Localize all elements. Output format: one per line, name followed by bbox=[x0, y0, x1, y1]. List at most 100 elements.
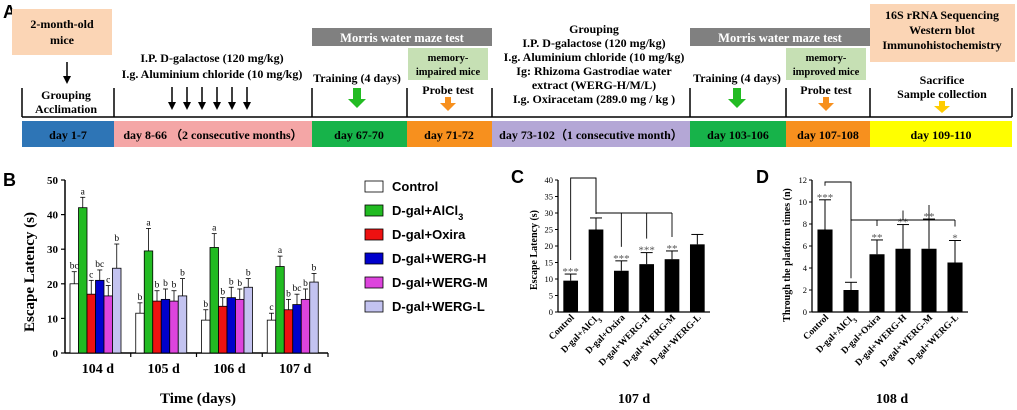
mem-impaired-line1: memory- bbox=[428, 53, 469, 64]
training2-arrow bbox=[728, 88, 746, 108]
panel-d-ylabel: Through the platform times (n) bbox=[782, 188, 793, 322]
panel-b-letter-mark: c bbox=[106, 276, 110, 286]
panel-d-bar bbox=[921, 248, 937, 312]
panel-b-letter-mark: a bbox=[81, 187, 86, 197]
mice-box-line2: mice bbox=[50, 33, 75, 47]
panel-b-bar bbox=[218, 305, 228, 354]
panel-b-bar bbox=[169, 300, 179, 354]
probe1-arrow bbox=[440, 97, 456, 111]
panel-d-letter: D bbox=[756, 167, 769, 187]
panel-b-letter-mark: b bbox=[114, 234, 119, 244]
panel-d-ytick-label: 10 bbox=[799, 197, 808, 207]
panel-c-significance: ** bbox=[667, 243, 678, 255]
panel-b-ytick-label: 0 bbox=[53, 348, 59, 360]
panel-b-bar bbox=[275, 266, 285, 354]
panel-c-ylabel: Escape Latency (s) bbox=[529, 210, 540, 290]
panel-b-letter-mark: b bbox=[180, 269, 185, 279]
panel-b-letter-mark: b bbox=[138, 293, 143, 303]
panel-d-bar bbox=[817, 229, 833, 312]
panel-b-category-label: 105 d bbox=[147, 362, 180, 377]
final-line1: 16S rRNA Sequencing bbox=[885, 8, 999, 22]
mem-impaired-box bbox=[408, 48, 488, 80]
grouping1-line2: Acclimation bbox=[35, 102, 97, 116]
grouping1-line1: Grouping bbox=[41, 88, 91, 102]
grouping2-l5: extract (WERG-H/M/L) bbox=[532, 78, 656, 92]
mwm1-label: Morris water maze test bbox=[340, 31, 465, 45]
panel-c-bar bbox=[588, 229, 604, 312]
panel-b-letter-mark: b bbox=[237, 279, 242, 289]
grouping2-l1: Grouping bbox=[569, 22, 619, 36]
panel-c-bar bbox=[563, 280, 579, 312]
day-label-4: day 71-72 bbox=[424, 128, 474, 142]
panel-b-letter-mark: b bbox=[203, 300, 208, 310]
grouping2-l3: I.g. Aluminium chloride (10 mg/kg) bbox=[504, 50, 685, 64]
panel-d-bracket-treatments bbox=[850, 182, 955, 221]
day-label-2: day 8-66 （2 consecutive months） bbox=[123, 127, 302, 142]
panel-b-letter-mark: c bbox=[269, 303, 273, 313]
panel-c-bar bbox=[639, 264, 655, 312]
panel-b-letter-mark: b bbox=[220, 288, 225, 298]
panel-d-ytick-label: 2 bbox=[803, 285, 807, 295]
mice-box bbox=[12, 9, 112, 55]
day-box-4 bbox=[407, 121, 492, 147]
panel-b-bar bbox=[103, 295, 113, 354]
legend-label: D-gal+WERG-L bbox=[392, 299, 485, 314]
panel-b-bar bbox=[112, 267, 122, 354]
panel-c-ytick-label: 10 bbox=[545, 274, 554, 284]
panel-b-bar bbox=[226, 297, 236, 354]
day-box-3 bbox=[312, 121, 407, 147]
mwm2-label: Morris water maze test bbox=[718, 31, 843, 45]
panel-d-ytick-label: 12 bbox=[799, 175, 808, 185]
panel-b-letter-mark: a bbox=[278, 246, 283, 256]
panel-b-bar bbox=[201, 319, 211, 354]
panel-b-letter: B bbox=[3, 170, 16, 190]
day-label-5: day 73-102（1 consecutive month） bbox=[499, 127, 683, 142]
panel-b-bar bbox=[292, 304, 302, 354]
panel-b-letter-mark: b bbox=[303, 279, 308, 289]
grouping2-l4: Ig: Rhizoma Gastrodiae water bbox=[516, 64, 672, 78]
legend-swatch bbox=[364, 252, 384, 265]
legend-label: D-gal+Oxira bbox=[392, 227, 466, 242]
panel-c-bar bbox=[689, 244, 705, 312]
panel-b-bar bbox=[69, 283, 79, 354]
panel-b-letter-mark: b bbox=[172, 281, 177, 291]
training1-arrow bbox=[348, 88, 366, 108]
panel-b-category-label: 106 d bbox=[213, 362, 246, 377]
panel-c-bar bbox=[613, 270, 629, 312]
legend-swatch bbox=[364, 276, 384, 289]
final-box bbox=[870, 4, 1015, 62]
legend-swatch bbox=[364, 300, 384, 313]
panel-b-bar bbox=[143, 250, 154, 354]
legend-swatch bbox=[364, 180, 384, 193]
mwm2-bar bbox=[690, 28, 870, 46]
legend-label: D-gal+WERG-H bbox=[392, 251, 486, 266]
panel-a: A 2-month-old mice Grouping Acclimation … bbox=[3, 2, 1015, 147]
panel-b-ytick-label: 20 bbox=[47, 279, 59, 291]
panel-b-bar bbox=[209, 247, 219, 354]
mem-improved-line1: memory- bbox=[806, 53, 847, 64]
training1: Training (4 days) bbox=[313, 71, 401, 85]
panel-c-bar bbox=[664, 259, 680, 312]
panel-b-ytick-label: 30 bbox=[47, 244, 59, 256]
panel-b-letter-mark: a bbox=[212, 224, 217, 234]
panel-b-letter-mark: b bbox=[163, 279, 168, 289]
panel-d-ytick-label: 8 bbox=[803, 219, 807, 229]
panel-d-chart: 024681012***ControlD-gal+AlCl3**D-gal+Ox… bbox=[799, 175, 968, 369]
sacrifice-line1: Sacrifice bbox=[920, 73, 965, 87]
panel-d: D Through the platform times (n) 0 2 4 6 8 10… bbox=[756, 167, 968, 407]
panel-b-letter-mark: a bbox=[146, 218, 151, 228]
legend-swatch bbox=[364, 228, 384, 241]
day-label-1: day 1-7 bbox=[49, 128, 87, 142]
panel-c-ytick-label: 15 bbox=[545, 258, 554, 268]
panel-b-letter-mark: b bbox=[312, 263, 317, 273]
panel-c-ytick-label: 0 bbox=[549, 307, 553, 317]
sacrifice-line2: Sample collection bbox=[897, 87, 987, 101]
panel-b-ytick-label: 40 bbox=[47, 210, 59, 222]
final-line3: Immunohistochemistry bbox=[882, 38, 1001, 52]
panel-b-bar bbox=[160, 298, 171, 354]
panel-b-legend: Control D-gal+AlCl3 D-gal+Oxira D-gal+WERG-… bbox=[364, 179, 488, 314]
panel-b-ytick-label: 10 bbox=[47, 313, 59, 325]
panel-b-letter-mark: b bbox=[155, 281, 160, 291]
